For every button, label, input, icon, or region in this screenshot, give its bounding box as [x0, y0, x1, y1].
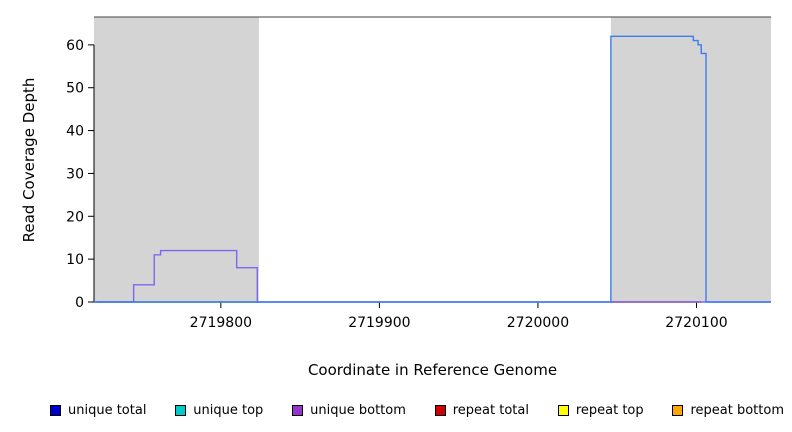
legend-item-repeat-bottom: repeat bottom — [672, 403, 784, 418]
x-tick-label: 2720000 — [507, 315, 569, 331]
legend-swatch-unique-top — [175, 404, 187, 416]
legend-swatch-repeat-total — [434, 404, 446, 416]
x-axis-label: Coordinate in Reference Genome — [307, 361, 558, 379]
legend-item-repeat-total: repeat total — [434, 402, 529, 418]
y-axis-label: Read Coverage Depth — [20, 77, 38, 243]
y-tick-label: 20 — [66, 209, 84, 225]
legend-label-unique-bottom: unique bottom — [310, 402, 406, 418]
legend-label-unique-top: unique top — [193, 402, 264, 418]
y-tick-label: 10 — [66, 252, 84, 268]
y-tick-label: 0 — [75, 295, 84, 311]
series-unique-total-coverage — [94, 35, 771, 303]
y-tick-label: 50 — [66, 81, 84, 97]
x-tick-label: 2719900 — [348, 315, 410, 331]
legend-label-repeat-bottom: repeat bottom — [690, 402, 784, 418]
shaded-region — [94, 17, 259, 302]
legend-label-unique-total: unique total — [68, 402, 147, 418]
series-unique-bottom-coverage — [94, 249, 771, 303]
legend-item-repeat-top: repeat top — [557, 402, 644, 418]
legend-swatch-repeat-bottom — [672, 404, 684, 416]
y-tick-label: 60 — [66, 38, 84, 54]
legend-label-repeat-top: repeat top — [575, 402, 644, 418]
legend-swatch-unique-total — [50, 404, 61, 416]
legend-item-unique-total: unique total — [50, 403, 146, 418]
coverage-chart: 0 10 20 30 40 50 60 2719800 2719900 2720000 272010… — [66, 16, 771, 331]
legend-swatch-unique-bottom — [292, 404, 304, 416]
y-tick-label: 30 — [66, 166, 84, 182]
legend-label-repeat-total: repeat total — [452, 402, 529, 418]
legend-swatch-repeat-top — [557, 404, 569, 416]
legend-item-unique-top: unique top — [175, 403, 263, 418]
shaded-region — [610, 17, 771, 302]
x-tick-label: 2720100 — [665, 315, 727, 331]
legend-item-unique-bottom: unique bottom — [292, 403, 406, 418]
legend: unique total unique top unique bottom repea… — [50, 401, 784, 419]
x-tick-label: 2719800 — [190, 315, 252, 331]
y-tick-label: 40 — [66, 124, 84, 140]
